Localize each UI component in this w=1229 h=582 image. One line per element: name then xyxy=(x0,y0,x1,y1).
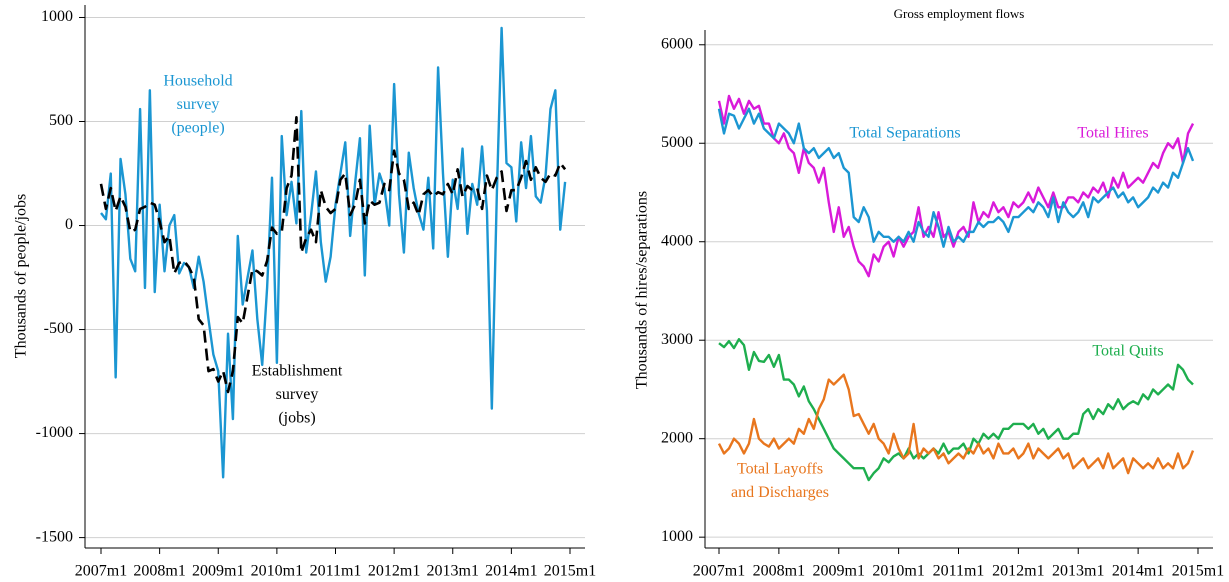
series-line xyxy=(100,26,567,479)
y-tick-label: 500 xyxy=(49,112,73,129)
x-tick-label: 2011m1 xyxy=(933,563,985,580)
series-label: survey xyxy=(177,96,220,113)
x-tick-label: 2013m1 xyxy=(1052,563,1104,580)
x-tick-label: 2009m1 xyxy=(813,563,865,580)
series-line xyxy=(718,338,1194,482)
series-line xyxy=(717,373,1195,475)
y-tick-label: 1000 xyxy=(661,528,693,545)
series-label: survey xyxy=(276,386,319,403)
y-tick-label: -1500 xyxy=(36,528,73,545)
series-line xyxy=(717,94,1195,278)
series-label: Total Quits xyxy=(1092,343,1163,360)
x-tick-label: 2007m1 xyxy=(75,563,127,580)
series-label: Total Layoffs xyxy=(737,461,823,478)
series-label: Household xyxy=(163,73,232,90)
x-tick-label: 2010m1 xyxy=(251,563,303,580)
y-tick-label: -500 xyxy=(44,320,73,337)
x-tick-label: 2014m1 xyxy=(485,563,537,580)
y-axis-label: Thousands of hires/separations xyxy=(634,191,651,389)
x-tick-label: 2008m1 xyxy=(133,563,185,580)
y-tick-label: 6000 xyxy=(661,35,693,52)
y-tick-label: 5000 xyxy=(661,134,693,151)
y-tick-label: 3000 xyxy=(661,331,693,348)
series-label: (people) xyxy=(171,120,224,137)
series-line xyxy=(717,107,1195,248)
x-tick-label: 2007m1 xyxy=(693,563,745,580)
series-label: (jobs) xyxy=(278,410,315,427)
x-tick-label: 2011m1 xyxy=(310,563,362,580)
x-tick-label: 2015m1 xyxy=(1172,563,1224,580)
x-tick-label: 2014m1 xyxy=(1112,563,1164,580)
x-tick-label: 2013m1 xyxy=(427,563,479,580)
x-tick-label: 2009m1 xyxy=(192,563,244,580)
series-label: Total Separations xyxy=(849,125,960,142)
x-tick-label: 2012m1 xyxy=(368,563,420,580)
series-label: Establishment xyxy=(252,363,343,380)
series-line xyxy=(99,116,567,394)
series-label: Total Hires xyxy=(1077,125,1148,142)
y-tick-label: 0 xyxy=(65,216,73,233)
x-tick-label: 2015m1 xyxy=(544,563,596,580)
chart-title: Gross employment flows xyxy=(894,6,1025,21)
x-tick-label: 2012m1 xyxy=(992,563,1044,580)
y-tick-label: 2000 xyxy=(661,429,693,446)
series-label: and Discharges xyxy=(731,484,829,501)
y-tick-label: 4000 xyxy=(661,232,693,249)
x-tick-label: 2010m1 xyxy=(872,563,924,580)
y-tick-label: 1000 xyxy=(41,8,73,25)
y-axis-label: Thousands of people/jobs xyxy=(13,194,30,358)
y-tick-label: -1000 xyxy=(36,424,73,441)
x-tick-label: 2008m1 xyxy=(753,563,805,580)
